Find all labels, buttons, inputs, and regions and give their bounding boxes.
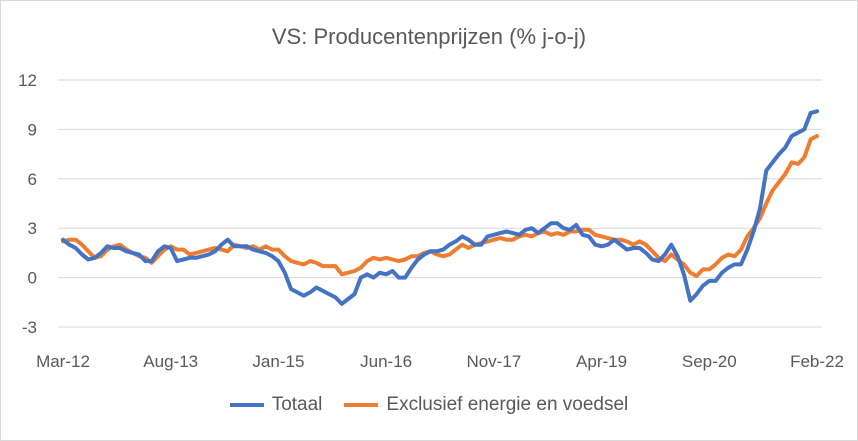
legend-label-exclusief: Exclusief energie en voedsel (386, 394, 629, 415)
legend: Totaal Exclusief energie en voedsel (0, 394, 858, 416)
legend-label-totaal: Totaal (271, 394, 323, 415)
x-tick-label: Nov-17 (466, 352, 521, 371)
legend-swatch-exclusief (344, 403, 379, 407)
y-tick-label: 12 (18, 71, 37, 90)
y-tick-label: 3 (28, 219, 37, 238)
x-tick-label: Jan-15 (252, 352, 304, 371)
series-line-totaal (61, 109, 819, 306)
series-layer (61, 109, 819, 306)
x-tick-label: Aug-13 (143, 352, 198, 371)
legend-swatch-totaal (229, 403, 264, 407)
x-tick-label: Feb-22 (790, 352, 844, 371)
y-tick-label: 6 (28, 170, 37, 189)
x-tick-label: Sep-20 (682, 352, 737, 371)
chart-title: VS: Producentenprijzen (% j-o-j) (271, 24, 587, 49)
x-tick-label: Jun-16 (360, 352, 412, 371)
y-tick-label: -3 (22, 318, 37, 337)
y-tick-label: 0 (28, 269, 37, 288)
x-axis-ticks: Mar-12 Aug-13 Jan-15 Jun-16 Nov-17 Apr-19 Sep-… (36, 352, 844, 371)
gridlines (58, 79, 822, 328)
y-axis-ticks: -3 0 3 6 9 12 (18, 71, 37, 337)
legend-item-totaal[interactable]: Totaal (229, 394, 323, 416)
x-tick-label: Apr-19 (576, 352, 627, 371)
y-tick-label: 9 (28, 120, 37, 139)
series-line-exclusief (61, 134, 819, 278)
x-tick-label: Mar-12 (36, 352, 90, 371)
legend-item-exclusief[interactable]: Exclusief energie en voedsel (344, 394, 628, 416)
